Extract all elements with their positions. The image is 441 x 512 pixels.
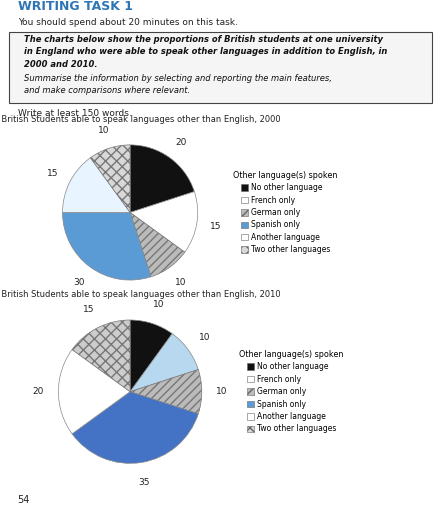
Text: Summarise the information by selecting and reporting the main features,
and make: Summarise the information by selecting a… bbox=[24, 74, 332, 95]
Text: 10: 10 bbox=[198, 333, 210, 342]
Text: 35: 35 bbox=[139, 478, 150, 487]
Wedge shape bbox=[90, 145, 130, 212]
Legend: No other language, French only, German only, Spanish only, Another language, Two: No other language, French only, German o… bbox=[232, 169, 339, 256]
Wedge shape bbox=[58, 350, 130, 434]
Wedge shape bbox=[63, 158, 130, 212]
Wedge shape bbox=[130, 212, 185, 277]
FancyBboxPatch shape bbox=[9, 32, 432, 103]
Wedge shape bbox=[72, 392, 198, 463]
Wedge shape bbox=[63, 212, 151, 280]
Text: WRITING TASK 1: WRITING TASK 1 bbox=[18, 0, 133, 13]
Wedge shape bbox=[130, 370, 202, 414]
Text: 15: 15 bbox=[47, 169, 59, 178]
Text: 10: 10 bbox=[175, 278, 187, 287]
Wedge shape bbox=[130, 191, 198, 252]
Text: Write at least 150 words.: Write at least 150 words. bbox=[18, 110, 131, 118]
Title: % of British Students able to speak languages other than English, 2010: % of British Students able to speak lang… bbox=[0, 289, 280, 298]
Text: You should spend about 20 minutes on this task.: You should spend about 20 minutes on thi… bbox=[18, 18, 238, 28]
Wedge shape bbox=[130, 145, 194, 212]
Text: 20: 20 bbox=[33, 387, 44, 396]
Text: 20: 20 bbox=[175, 138, 187, 147]
Text: The charts below show the proportions of British students at one university
in E: The charts below show the proportions of… bbox=[24, 35, 388, 69]
Wedge shape bbox=[130, 320, 172, 392]
Text: 10: 10 bbox=[216, 387, 228, 396]
Wedge shape bbox=[72, 320, 130, 392]
Text: 15: 15 bbox=[210, 222, 221, 230]
Text: 54: 54 bbox=[18, 495, 30, 505]
Text: 30: 30 bbox=[74, 278, 85, 287]
Text: 10: 10 bbox=[97, 126, 109, 135]
Legend: No other language, French only, German only, Spanish only, Another language, Two: No other language, French only, German o… bbox=[238, 348, 345, 435]
Text: 10: 10 bbox=[153, 300, 164, 309]
Wedge shape bbox=[130, 334, 198, 392]
Text: 15: 15 bbox=[83, 306, 94, 314]
Title: % of British Students able to speak languages other than English, 2000: % of British Students able to speak lang… bbox=[0, 115, 280, 124]
